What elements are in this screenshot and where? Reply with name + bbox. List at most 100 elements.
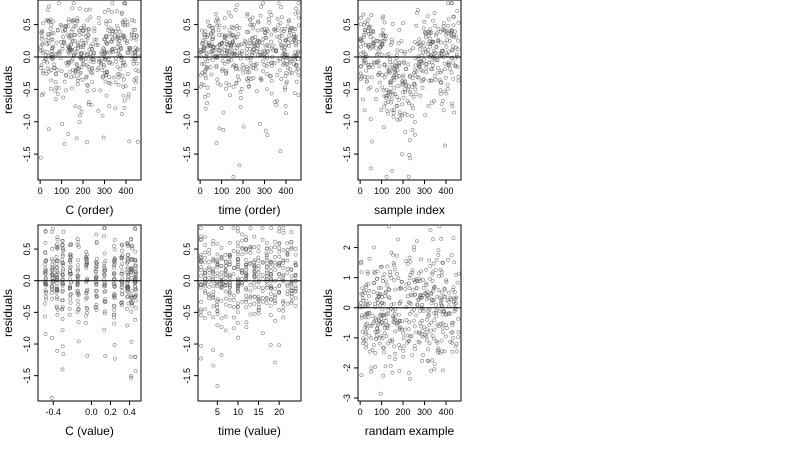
data-point xyxy=(84,57,88,62)
data-point xyxy=(362,28,367,33)
data-point xyxy=(377,341,382,346)
data-point xyxy=(203,32,207,37)
data-point xyxy=(359,22,363,27)
data-point xyxy=(130,256,135,261)
data-point xyxy=(399,152,404,157)
data-point xyxy=(69,75,74,80)
data-point xyxy=(272,254,277,259)
data-point xyxy=(102,327,107,332)
data-point xyxy=(260,296,265,300)
data-point xyxy=(279,26,284,31)
data-point xyxy=(135,33,139,38)
data-point xyxy=(105,70,109,75)
data-point xyxy=(220,32,224,37)
data-point xyxy=(126,279,130,284)
data-point xyxy=(264,64,269,69)
data-point xyxy=(451,14,456,19)
data-point xyxy=(256,302,261,307)
data-point xyxy=(55,237,60,242)
data-point xyxy=(248,246,253,251)
data-point xyxy=(441,108,446,113)
data-point xyxy=(109,39,113,44)
data-point xyxy=(364,299,369,304)
data-point xyxy=(444,326,449,331)
data-point xyxy=(129,32,134,37)
data-point xyxy=(391,301,396,306)
data-point xyxy=(285,284,290,289)
data-point xyxy=(261,69,266,74)
data-point xyxy=(420,318,425,323)
data-point xyxy=(438,70,443,75)
data-point xyxy=(39,36,44,41)
data-point xyxy=(102,289,107,294)
data-point xyxy=(107,25,111,30)
data-point xyxy=(118,47,123,52)
data-point xyxy=(365,21,370,26)
data-point xyxy=(377,80,382,85)
data-point xyxy=(204,50,209,55)
data-point xyxy=(445,37,450,42)
data-point xyxy=(380,73,385,77)
data-point xyxy=(259,78,264,83)
data-point xyxy=(269,91,274,96)
data-point xyxy=(112,265,117,270)
data-point xyxy=(268,286,273,291)
data-point xyxy=(400,21,405,26)
data-point xyxy=(112,307,117,312)
data-point xyxy=(390,22,395,26)
data-point xyxy=(133,54,138,59)
data-point xyxy=(438,267,443,272)
data-point xyxy=(380,27,385,32)
data-point xyxy=(436,26,441,31)
data-point xyxy=(244,299,249,304)
data-point xyxy=(235,23,240,28)
data-point xyxy=(103,51,107,56)
data-point xyxy=(104,35,109,40)
data-point xyxy=(424,291,428,296)
data-point xyxy=(359,305,364,310)
data-point xyxy=(235,262,240,267)
data-point xyxy=(76,46,80,51)
x-axis-label: time (order) xyxy=(218,203,280,217)
data-point xyxy=(45,66,50,71)
data-point xyxy=(123,22,128,27)
data-point xyxy=(132,284,137,289)
data-point xyxy=(236,335,241,340)
data-point xyxy=(224,86,229,91)
y-tick-label: 0.5 xyxy=(22,18,32,31)
data-point xyxy=(444,91,449,96)
data-point xyxy=(406,87,411,92)
data-point xyxy=(133,50,138,55)
data-point xyxy=(76,263,80,268)
data-point xyxy=(88,51,93,56)
data-point xyxy=(44,38,49,43)
data-points xyxy=(358,224,461,396)
data-point xyxy=(450,330,455,335)
data-point xyxy=(289,245,294,250)
data-point xyxy=(136,54,141,59)
data-point xyxy=(95,68,100,73)
data-point xyxy=(116,41,121,46)
data-point xyxy=(387,354,392,359)
data-point xyxy=(215,271,220,276)
data-point xyxy=(76,293,81,298)
data-point xyxy=(382,75,387,80)
data-point xyxy=(430,279,435,283)
data-point xyxy=(395,271,399,276)
data-point xyxy=(393,287,397,292)
data-point xyxy=(208,32,213,37)
data-point xyxy=(86,51,90,56)
data-point xyxy=(448,295,453,300)
data-point xyxy=(223,268,228,273)
data-point xyxy=(367,288,371,293)
data-points xyxy=(38,1,141,160)
data-point xyxy=(43,269,48,274)
data-point xyxy=(275,16,280,21)
data-point xyxy=(76,44,81,49)
data-point xyxy=(219,298,224,303)
data-point xyxy=(361,12,366,17)
data-point xyxy=(388,57,393,62)
data-point xyxy=(104,93,109,98)
data-point xyxy=(366,294,371,298)
